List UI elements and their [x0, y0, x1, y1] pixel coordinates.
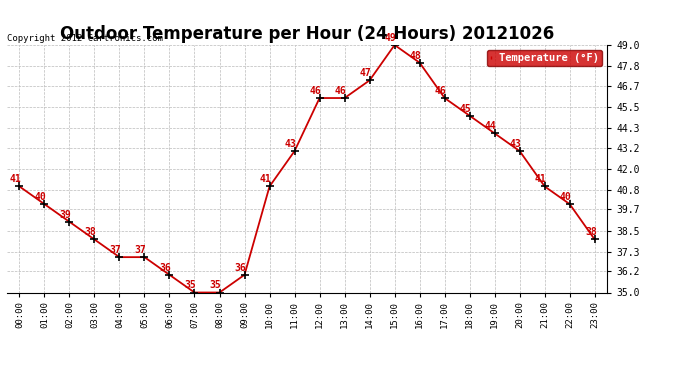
Text: 46: 46 [335, 86, 346, 96]
Text: 36: 36 [160, 262, 172, 273]
Text: 45: 45 [460, 104, 472, 114]
Text: 40: 40 [560, 192, 572, 202]
Text: 35: 35 [210, 280, 221, 290]
Text: 37: 37 [135, 245, 146, 255]
Text: 41: 41 [260, 174, 272, 184]
Text: 43: 43 [285, 139, 297, 149]
Text: 49: 49 [385, 33, 397, 43]
Text: 44: 44 [485, 121, 497, 131]
Text: 46: 46 [435, 86, 446, 96]
Text: 48: 48 [410, 51, 422, 60]
Title: Outdoor Temperature per Hour (24 Hours) 20121026: Outdoor Temperature per Hour (24 Hours) … [60, 26, 554, 44]
Text: 41: 41 [535, 174, 546, 184]
Text: 41: 41 [10, 174, 21, 184]
Legend: Temperature (°F): Temperature (°F) [487, 50, 602, 66]
Text: 36: 36 [235, 262, 246, 273]
Text: 43: 43 [510, 139, 522, 149]
Text: Copyright 2012 Cartronics.com: Copyright 2012 Cartronics.com [7, 33, 163, 42]
Text: 37: 37 [110, 245, 121, 255]
Text: 40: 40 [34, 192, 46, 202]
Text: 35: 35 [185, 280, 197, 290]
Text: 46: 46 [310, 86, 322, 96]
Text: 38: 38 [585, 227, 597, 237]
Text: 39: 39 [60, 210, 72, 220]
Text: 47: 47 [360, 68, 372, 78]
Text: 38: 38 [85, 227, 97, 237]
